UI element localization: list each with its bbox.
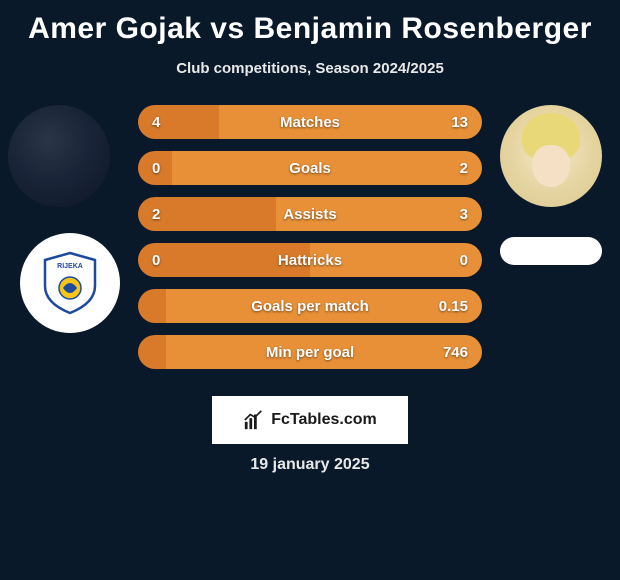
subtitle: Club competitions, Season 2024/2025 [0, 60, 620, 77]
shield-icon: RIJEKA [35, 248, 105, 318]
stat-row: 02Goals [138, 151, 482, 185]
stat-row: 746Min per goal [138, 335, 482, 369]
stat-label: Goals [138, 160, 482, 177]
stat-row: 413Matches [138, 105, 482, 139]
comparison-panel: RIJEKA 413Matches 02Goals 23Assists 00Hattr… [0, 105, 620, 385]
club-right-badge [500, 237, 602, 265]
page-title: Amer Gojak vs Benjamin Rosenberger [0, 0, 620, 46]
player-left-avatar [8, 105, 110, 207]
stat-label: Matches [138, 114, 482, 131]
stat-label: Hattricks [138, 252, 482, 269]
chart-icon [243, 409, 265, 431]
stat-row: 23Assists [138, 197, 482, 231]
stat-bars: 413Matches 02Goals 23Assists 00Hattricks 0.1… [138, 105, 482, 381]
date-text: 19 january 2025 [0, 456, 620, 474]
footer-brand-badge: FcTables.com [212, 396, 408, 444]
club-left-badge: RIJEKA [20, 233, 120, 333]
stat-row: 0.15Goals per match [138, 289, 482, 323]
stat-label: Goals per match [138, 298, 482, 315]
player-right-avatar [500, 105, 602, 207]
badge-text: RIJEKA [57, 263, 83, 270]
stat-label: Assists [138, 206, 482, 223]
stat-row: 00Hattricks [138, 243, 482, 277]
stat-label: Min per goal [138, 344, 482, 361]
footer-brand-text: FcTables.com [271, 411, 377, 429]
